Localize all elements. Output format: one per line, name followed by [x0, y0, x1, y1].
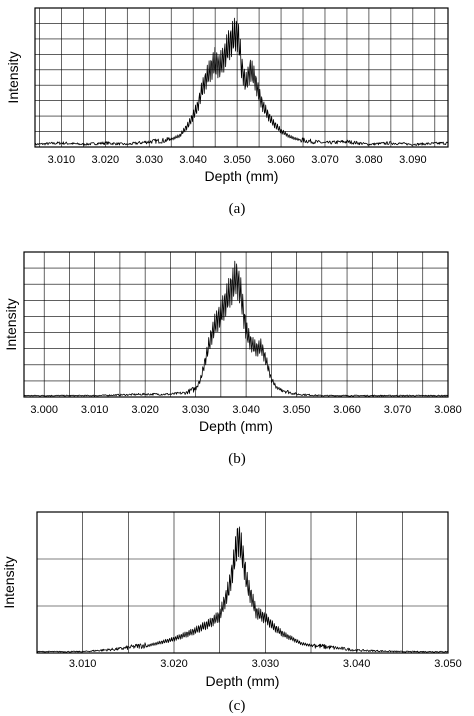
x-tick-label: 3.030 — [252, 658, 280, 670]
x-axis-label: Depth (mm) — [199, 418, 273, 434]
x-tick-label: 3.040 — [343, 658, 371, 670]
x-tick-label: 3.000 — [30, 404, 58, 416]
x-tick-label: 3.080 — [355, 154, 383, 166]
x-tick-label: 3.020 — [92, 154, 120, 166]
plot-frame — [34, 7, 449, 148]
x-tick-label: 3.050 — [434, 658, 462, 670]
y-axis-label: Intensity — [5, 51, 21, 103]
y-axis-label: Intensity — [3, 298, 19, 350]
x-tick-label: 3.060 — [333, 404, 361, 416]
chart-panel-b: 3.000 3.010 3.020 3.030 3.040 3.050 3.060 3.070… — [3, 251, 462, 467]
x-tick-label: 3.030 — [182, 404, 210, 416]
panel-caption: (b) — [228, 451, 246, 467]
x-tick-label: 3.070 — [311, 154, 339, 166]
panel-caption: (a) — [229, 201, 246, 217]
x-tick-label: 3.020 — [160, 658, 188, 670]
x-axis-label: Depth (mm) — [206, 673, 280, 689]
x-tick-label: 3.040 — [232, 404, 260, 416]
x-tick-label: 3.010 — [69, 658, 97, 670]
x-tick-label: 3.020 — [131, 404, 159, 416]
x-tick-label: 3.050 — [283, 404, 311, 416]
x-tick-label: 3.030 — [135, 154, 163, 166]
x-tick-label: 3.070 — [384, 404, 412, 416]
x-tick-label: 3.050 — [223, 154, 251, 166]
x-tick-label: 3.080 — [434, 404, 462, 416]
intensity-trace — [34, 17, 449, 146]
intensity-trace — [36, 526, 449, 653]
chart-panel-c: 3.010 3.020 3.030 3.040 3.050 Depth (mm) Inten… — [1, 511, 462, 714]
y-axis-label: Intensity — [1, 556, 17, 608]
plot-frame — [36, 511, 449, 654]
x-tick-label: 3.040 — [179, 154, 207, 166]
x-tick-label: 3.010 — [48, 154, 76, 166]
x-tick-label: 3.010 — [81, 404, 109, 416]
plot-frame — [23, 251, 449, 398]
chart-panel-a: 3.010 3.020 3.030 3.040 3.050 3.060 3.070 3.080… — [5, 7, 449, 217]
panel-caption: (c) — [229, 698, 246, 714]
x-tick-label: 3.090 — [399, 154, 427, 166]
intensity-trace — [23, 260, 449, 397]
x-tick-label: 3.060 — [267, 154, 295, 166]
x-axis-label: Depth (mm) — [205, 168, 279, 184]
